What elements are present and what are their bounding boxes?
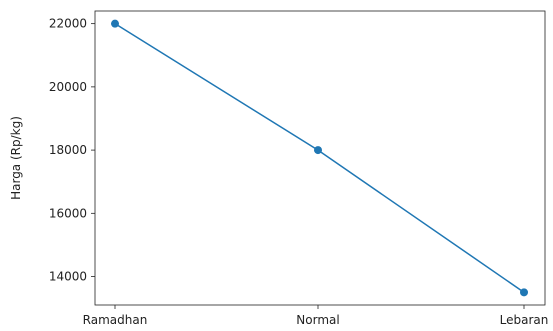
y-tick-label: 18000 xyxy=(49,143,87,157)
x-tick-label: Ramadhan xyxy=(83,313,148,327)
x-axis-ticks: Ramadhan Normal Lebaran xyxy=(83,305,549,327)
plot-frame xyxy=(94,10,546,306)
y-tick-label: 14000 xyxy=(49,270,87,284)
x-tick-label: Normal xyxy=(296,313,339,327)
data-point xyxy=(314,146,322,155)
data-point xyxy=(520,288,528,297)
y-tick-label: 16000 xyxy=(49,206,87,220)
series-markers xyxy=(111,19,528,297)
y-axis-ticks: 14000 16000 18000 20000 22000 xyxy=(49,17,95,284)
y-tick-label: 20000 xyxy=(49,80,87,94)
y-tick-label: 22000 xyxy=(49,17,87,31)
y-axis-label: Harga (Rp/kg) xyxy=(9,116,23,200)
x-tick-label: Lebaran xyxy=(500,313,549,327)
plot-area xyxy=(95,11,545,305)
data-point xyxy=(111,19,119,28)
